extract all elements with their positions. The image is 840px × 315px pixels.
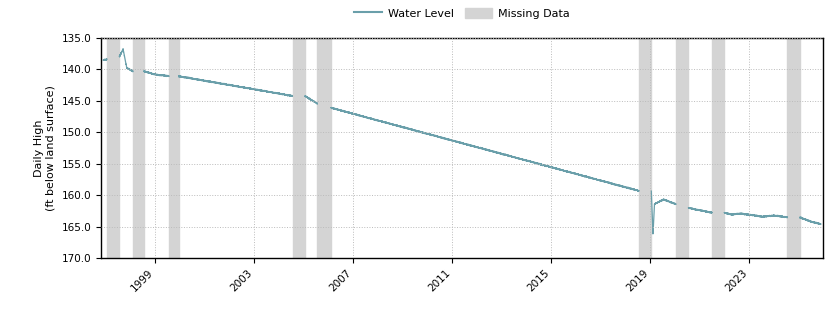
Bar [292,38,305,258]
Bar [107,38,119,258]
Legend: Water Level, Missing Data: Water Level, Missing Data [349,4,575,23]
Bar [318,38,331,258]
Y-axis label: Daily High
(ft below land surface): Daily High (ft below land surface) [34,85,55,211]
Bar [711,38,724,258]
Bar [676,38,688,258]
Bar [133,38,144,258]
Bar [169,38,179,258]
Bar [639,38,651,258]
Bar [787,38,800,258]
